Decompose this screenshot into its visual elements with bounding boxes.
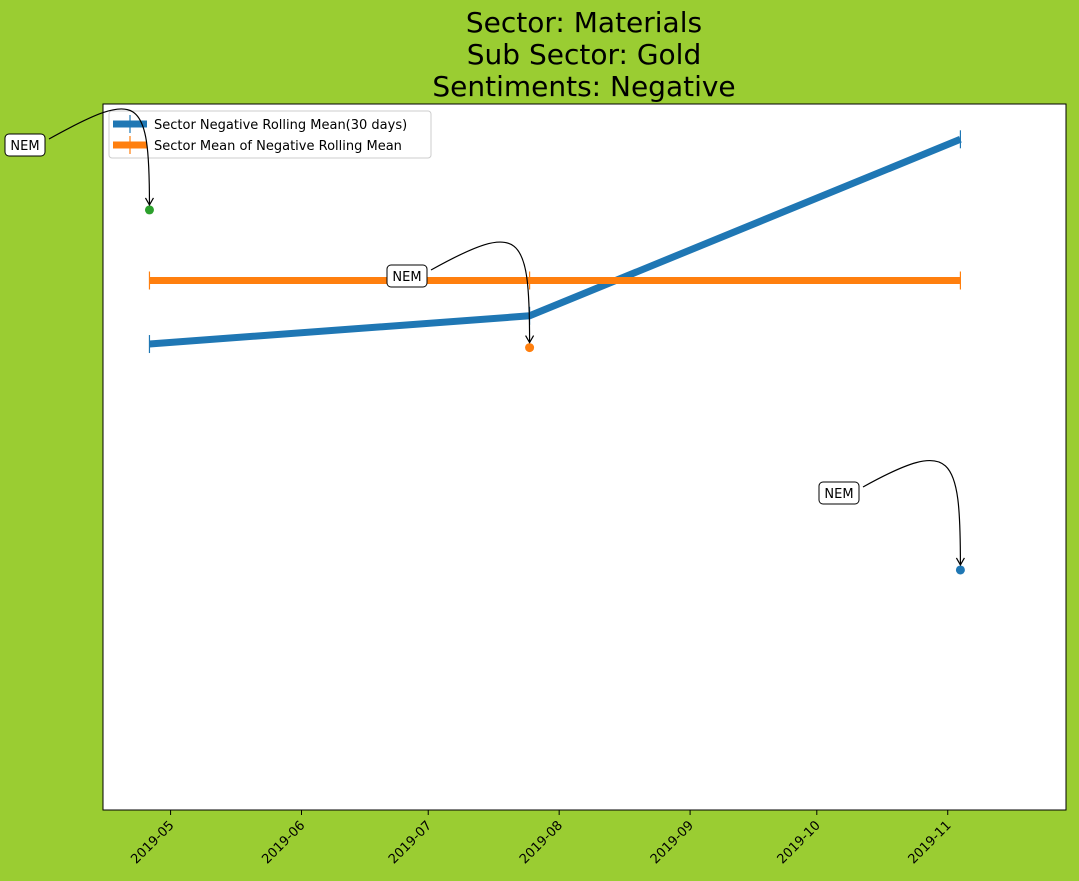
annotation-arrow: [430, 241, 535, 344]
annotation-box: [4, 133, 46, 157]
annotation-arrow: [48, 108, 154, 207]
x-tick-label: 2019-10: [775, 818, 824, 867]
annotation-arrow: [862, 460, 965, 567]
scatter-point: [955, 565, 965, 575]
x-tick-label: 2019-07: [386, 818, 435, 867]
x-tick-label: 2019-08: [517, 818, 566, 867]
x-tick-label: 2019-09: [648, 818, 697, 867]
scatter-point: [525, 343, 535, 353]
scatter-point: [144, 205, 154, 215]
x-tick-label: 2019-05: [128, 818, 177, 867]
x-axis: 2019-05 2019-06 2019-07 2019-08 2019-09 2019-…: [128, 810, 955, 867]
x-tick-label: 2019-11: [906, 818, 955, 867]
annotation-label: NEM: [824, 487, 853, 502]
annotation-label: NEM: [392, 270, 421, 285]
annotation-group: NEM NEM NEM: [4, 108, 965, 567]
plot-area: [102, 103, 1067, 811]
x-tick-label: 2019-06: [259, 818, 308, 867]
legend-label: Sector Negative Rolling Mean(30 days): [154, 118, 407, 133]
legend-label: Sector Mean of Negative Rolling Mean: [154, 139, 402, 154]
chart-title-line: Sector: Materials: [466, 6, 702, 39]
marker-group: [144, 205, 965, 575]
legend-frame: [108, 110, 432, 159]
annotation-box: [386, 264, 428, 288]
legend: Sector Negative Rolling Mean(30 days) Sec…: [108, 110, 432, 159]
chart-title-line: Sentiments: Negative: [432, 70, 735, 103]
chart-title-line: Sub Sector: Gold: [467, 38, 701, 71]
annotation-box: [818, 481, 860, 505]
annotation-label: NEM: [10, 139, 39, 154]
